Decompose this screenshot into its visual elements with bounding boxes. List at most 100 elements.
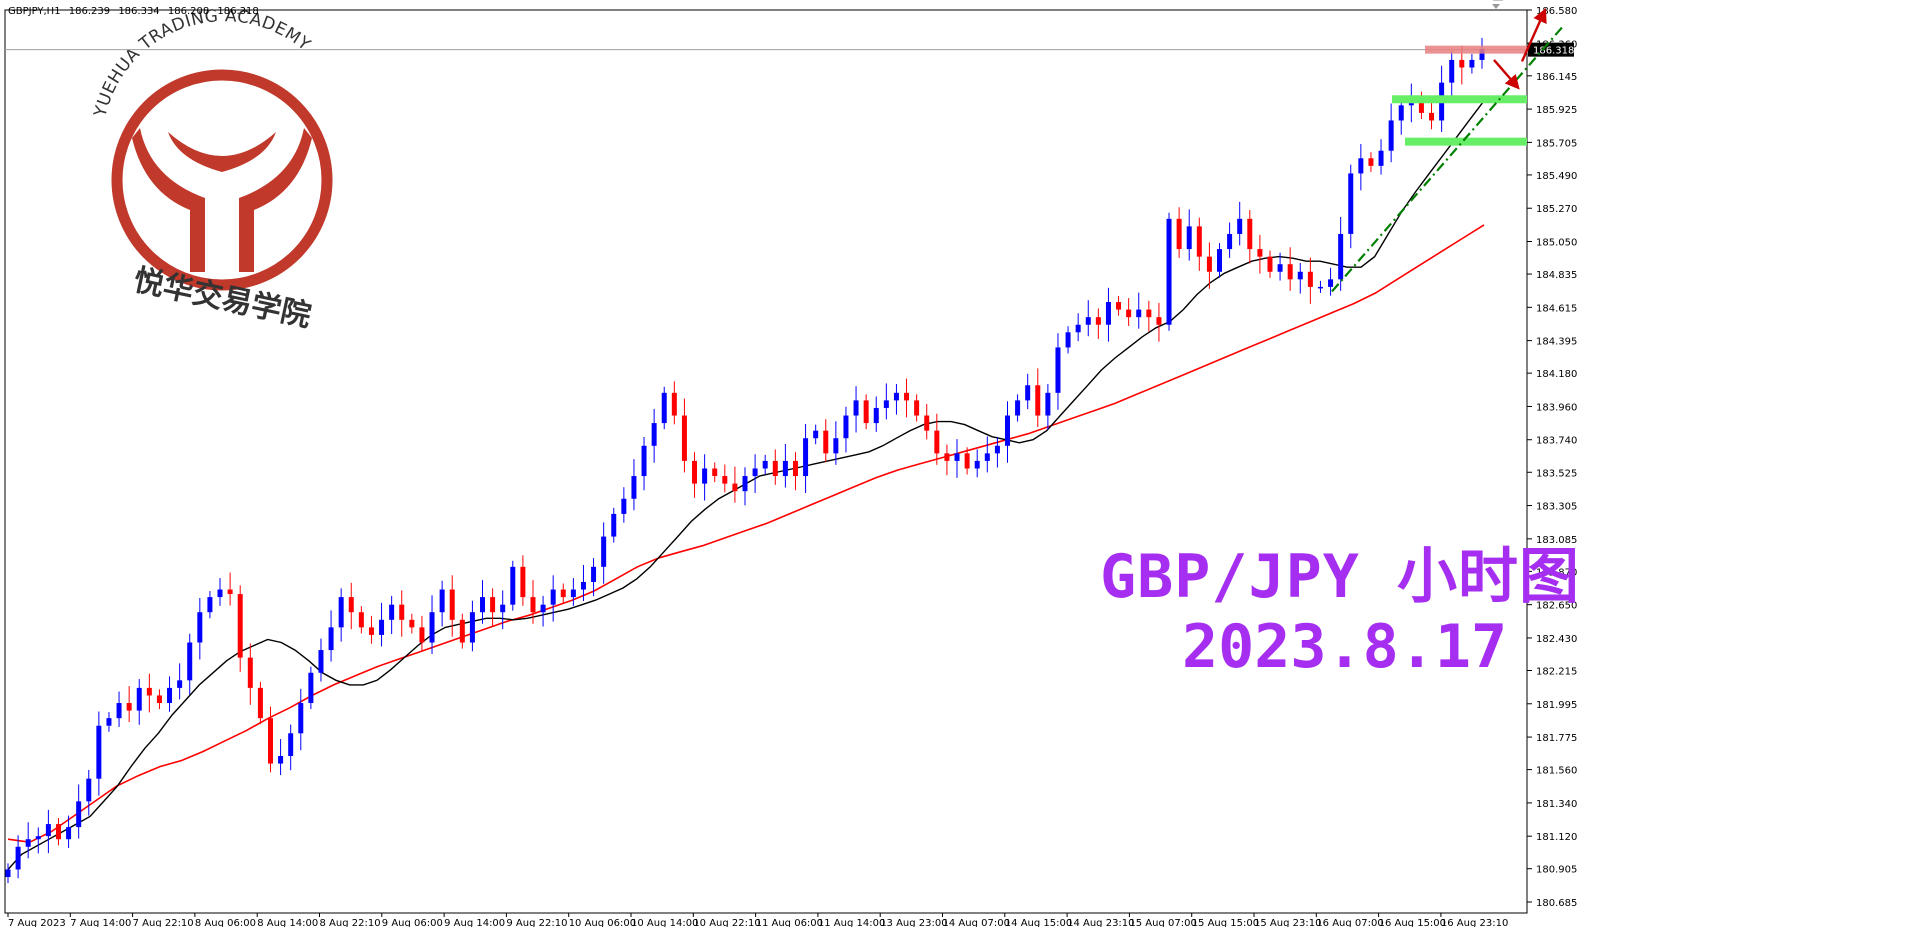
candle-bull xyxy=(1136,309,1142,318)
candle-bear xyxy=(419,627,425,643)
time-tick-label: 15 Aug 23:10 xyxy=(1254,918,1321,927)
candle-bear xyxy=(863,400,869,424)
candle-bull xyxy=(974,460,980,469)
price-axis: 186.580186.360186.145185.925185.705185.4… xyxy=(5,6,1577,909)
symbol-label: GBPJPY,H1 xyxy=(8,6,61,17)
candle-bull xyxy=(35,836,41,840)
candle-bear xyxy=(1247,218,1253,250)
time-tick-label: 10 Aug 22:10 xyxy=(693,918,760,927)
candle-bull xyxy=(1025,385,1031,401)
candle-bear xyxy=(348,597,354,613)
candle-bull xyxy=(480,597,486,613)
candle-bear xyxy=(247,657,253,688)
candle-bull xyxy=(1055,347,1061,393)
plot-frame xyxy=(4,0,1528,914)
candle-bull xyxy=(994,445,1000,454)
price-tick-label: 184.615 xyxy=(1536,303,1577,314)
symbol-header: GBPJPY,H1 186.239 186.334 186.208 186.31… xyxy=(8,6,264,17)
candle-bull xyxy=(550,589,556,605)
candle-bear xyxy=(368,627,374,635)
price-tick-label: 181.340 xyxy=(1536,799,1577,810)
candle-bull xyxy=(136,687,142,711)
watermark-brand-en: YUEHUA TRADING ACADEMY xyxy=(90,6,314,120)
time-tick-label: 10 Aug 06:00 xyxy=(569,918,636,927)
candle-bull xyxy=(1388,120,1394,151)
candle-bear xyxy=(156,695,162,704)
candle-bull xyxy=(1358,158,1364,174)
candle-bull xyxy=(833,438,839,454)
candle-bear xyxy=(1429,112,1435,121)
candle-bull xyxy=(278,755,284,764)
candle-bull xyxy=(1217,249,1223,272)
candle-bull xyxy=(570,589,576,598)
candle-bull xyxy=(5,869,11,878)
price-tick-label: 182.870 xyxy=(1536,567,1577,578)
price-tick-label: 182.650 xyxy=(1536,601,1577,612)
time-tick-label: 16 Aug 07:00 xyxy=(1316,918,1383,927)
chart-annotation-title: GBP/JPY 小时图 xyxy=(1100,542,1580,612)
candle-bull xyxy=(187,642,193,681)
candle-bear xyxy=(712,468,718,477)
time-tick-label: 13 Aug 23:00 xyxy=(880,918,947,927)
candle-bull xyxy=(338,597,344,628)
candle-bull xyxy=(631,476,637,499)
candle-bear xyxy=(914,400,920,416)
candle-bull xyxy=(782,460,788,477)
candle-bull xyxy=(25,839,31,847)
time-tick-label: 16 Aug 23:10 xyxy=(1441,918,1508,927)
time-tick-label: 9 Aug 14:00 xyxy=(444,918,505,927)
price-tick-label: 183.960 xyxy=(1536,402,1577,413)
time-axis: 7 Aug 2023 7 Aug 14:00 7 Aug 22:10 8 Aug 06… xyxy=(7,913,1508,929)
candle-bull xyxy=(611,513,617,537)
time-tick-label: 14 Aug 23:10 xyxy=(1067,918,1134,927)
candle-bear xyxy=(1035,385,1041,416)
candle-bull xyxy=(1328,279,1334,287)
candle-bull xyxy=(803,438,809,477)
watermark-brand-cn: 悦华交易学院 xyxy=(131,263,314,335)
candle-bull xyxy=(984,453,990,461)
candle-bear xyxy=(409,619,415,628)
candle-bull xyxy=(702,468,708,484)
candle-bull xyxy=(1085,317,1091,325)
candle-bull xyxy=(1004,415,1010,446)
candle-bull xyxy=(580,581,586,590)
candle-bull xyxy=(1227,233,1233,250)
price-tick-label: 180.905 xyxy=(1536,865,1577,876)
candle-bull xyxy=(742,476,748,492)
candle-bull xyxy=(167,687,173,704)
current-price-label: 186.318 xyxy=(1533,46,1574,57)
breakout-arrow xyxy=(1520,7,1547,62)
candle-bear xyxy=(1095,317,1101,325)
chart-annotation-date: 2023.8.17 xyxy=(1182,612,1508,682)
price-tick-label: 180.685 xyxy=(1536,898,1577,909)
time-tick-label: 14 Aug 15:00 xyxy=(1005,918,1072,927)
time-tick-label: 9 Aug 06:00 xyxy=(382,918,443,927)
candle-bull xyxy=(177,680,183,688)
academy-watermark: YUEHUA TRADING ACADEMY 悦华交易学院 xyxy=(90,6,333,335)
candle-bull xyxy=(1015,400,1021,416)
price-tick-label: 185.705 xyxy=(1536,138,1577,149)
price-tick-label: 185.490 xyxy=(1536,171,1577,182)
candle-bull xyxy=(45,824,51,837)
candle-bear xyxy=(520,566,526,598)
price-tick-label: 186.145 xyxy=(1536,72,1577,83)
watermark-emblem-right xyxy=(239,128,312,272)
time-tick-label: 11 Aug 06:00 xyxy=(756,918,823,927)
candle-bear xyxy=(55,824,61,840)
candle-bear xyxy=(1176,218,1182,250)
candle-bull xyxy=(601,536,607,567)
price-tick-label: 183.740 xyxy=(1536,436,1577,447)
candle-bull xyxy=(1105,302,1111,325)
candle-bull xyxy=(1378,150,1384,166)
candle-bear xyxy=(1287,264,1293,280)
time-tick-label: 7 Aug 2023 xyxy=(8,918,66,927)
candle-bull xyxy=(308,672,314,704)
candle-bear xyxy=(1146,309,1152,318)
candle-bull xyxy=(1469,59,1475,68)
candle-bull xyxy=(106,718,112,726)
ohlc-low: 186.208 xyxy=(167,6,210,17)
candle-bear xyxy=(792,460,798,477)
pullback-arrow xyxy=(1493,59,1520,90)
candle-bear xyxy=(1196,226,1202,257)
